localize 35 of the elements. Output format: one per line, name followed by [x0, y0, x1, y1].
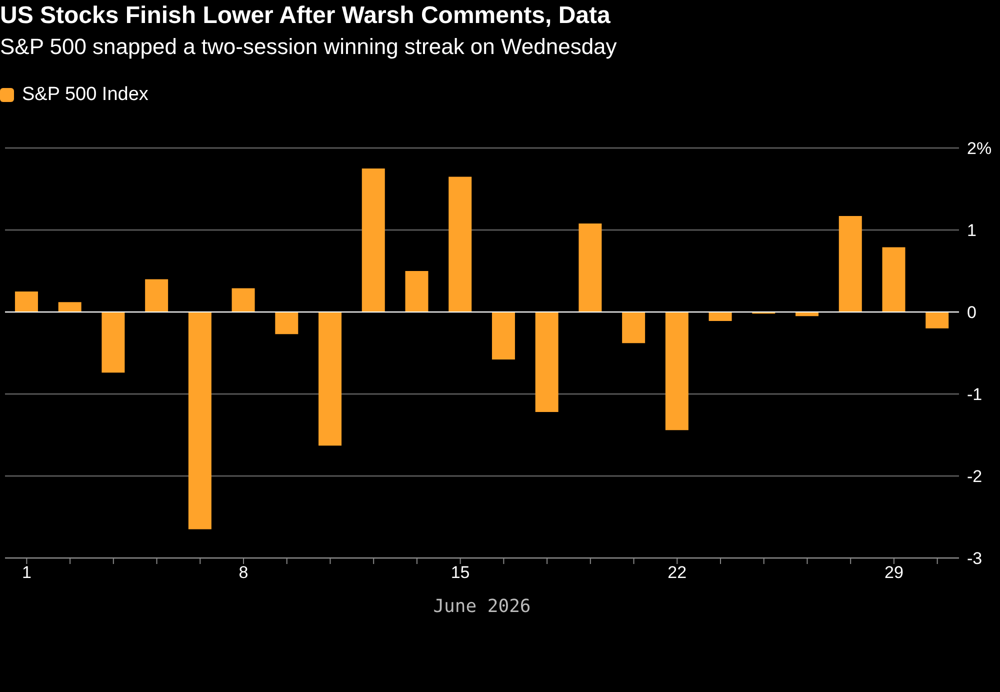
bar [102, 312, 125, 373]
bar [578, 223, 602, 312]
chart-subtitle: S&P 500 snapped a two-session winning streak on Wednesday [0, 34, 617, 60]
bar [535, 312, 558, 412]
x-tick-label: 8 [238, 563, 248, 582]
bar [492, 312, 515, 360]
bar [405, 271, 428, 312]
bar [362, 168, 385, 312]
y-tick-label: 2% [967, 139, 992, 158]
bar [14, 292, 38, 312]
x-tick-label: 29 [884, 563, 904, 582]
bar [665, 312, 688, 430]
bar [622, 312, 646, 344]
bar [318, 312, 342, 446]
x-tick-label: 22 [668, 563, 687, 582]
bar [838, 216, 862, 312]
chart-title: US Stocks Finish Lower After Warsh Comments, Data [0, 2, 610, 30]
bar [275, 312, 298, 334]
bar [708, 312, 732, 322]
bar [58, 302, 82, 312]
y-tick-label: 1 [967, 221, 976, 240]
x-tick-label: 15 [450, 563, 470, 582]
bar [882, 247, 906, 312]
bar [926, 312, 949, 328]
y-tick-label: -2 [967, 467, 982, 486]
y-tick-label: -3 [967, 549, 982, 568]
bar [448, 176, 472, 312]
x-axis-title: June 2026 [433, 596, 531, 617]
y-tick-label: -1 [967, 385, 982, 404]
bar [188, 312, 212, 530]
bar [232, 288, 255, 312]
legend-label: S&P 500 Index [22, 84, 148, 106]
x-tick-label: 1 [22, 563, 32, 582]
y-tick-label: 0 [967, 303, 976, 322]
bar [145, 279, 168, 312]
